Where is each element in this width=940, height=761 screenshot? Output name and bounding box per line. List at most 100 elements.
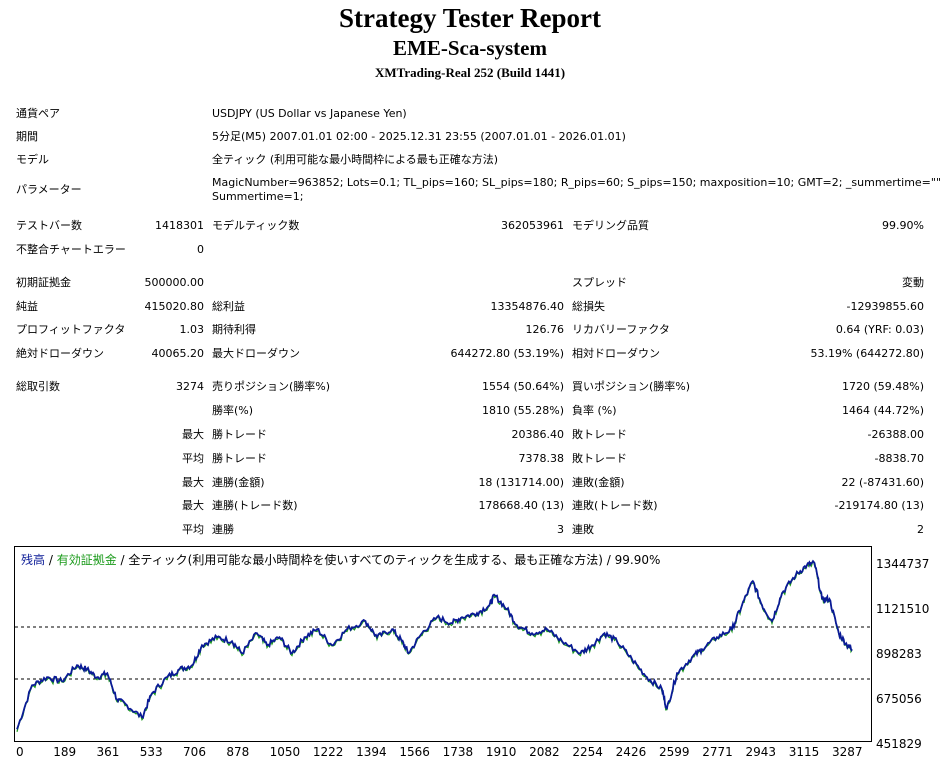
y-tick-label: 675056 <box>876 692 922 706</box>
y-tick-label: 451829 <box>876 737 922 751</box>
legend-equity: 有効証拠金 <box>56 553 117 567</box>
x-tick-label: 2599 <box>658 745 690 759</box>
legend-model: 全ティック(利用可能な最小時間枠を使いすべてのティックを生成する、最も正確な方法… <box>128 553 661 567</box>
chart-legend: 残高 / 有効証拠金 / 全ティック(利用可能な最小時間枠を使いすべてのティック… <box>21 551 661 568</box>
y-tick-label: 1344737 <box>876 557 930 571</box>
x-tick-label: 1050 <box>269 745 301 759</box>
x-tick-label: 2254 <box>572 745 603 759</box>
total-trades-label: 総取引数 <box>16 380 60 393</box>
expert-name: EME-Sca-system <box>393 36 547 60</box>
gross-profit-label: 総利益 <box>212 300 245 313</box>
x-tick-label: 3115 <box>788 745 820 759</box>
legend-balance: 残高 <box>21 553 46 567</box>
maximal-label: 最大 <box>182 499 204 512</box>
largest-profit-value: 20386.40 <box>511 428 565 441</box>
gross-loss-label: 総損失 <box>572 300 605 313</box>
short-positions-label: 売りポジション(勝率%) <box>212 380 331 393</box>
gross-profit-value: 13354876.40 <box>490 300 564 313</box>
symbol-label: 通貨ペア <box>16 107 60 120</box>
x-tick-label: 1222 <box>312 745 344 759</box>
spread-label: スプレッド <box>572 276 627 289</box>
ticks-value: 362053961 <box>501 219 564 232</box>
x-tick-label: 2082 <box>529 745 560 759</box>
spread-value: 変動 <box>902 276 924 289</box>
x-tick-label: 0 <box>16 745 24 759</box>
x-tick-label: 2771 <box>702 745 733 759</box>
loss-trades-label: 負率 (%) <box>572 404 617 417</box>
symbol-value: USDJPY (US Dollar vs Japanese Yen) <box>212 107 407 120</box>
largest-profit-label: 勝トレード <box>212 428 267 441</box>
net-profit-value: 415020.80 <box>144 300 205 313</box>
x-tick-label: 1910 <box>485 745 517 759</box>
max-consecutive-losses-value: 22 (-87431.60) <box>841 476 924 489</box>
x-tick-label: 2943 <box>745 745 777 759</box>
legend-separator: / <box>45 553 57 567</box>
parameters-value-line2: Summertime=1; <box>212 190 304 203</box>
loss-trades-value: 1464 (44.72%) <box>841 404 924 417</box>
absolute-drawdown-value: 40065.20 <box>151 347 205 360</box>
quality-value: 99.90% <box>882 219 924 232</box>
x-tick-label: 1566 <box>399 745 430 759</box>
balance-line <box>16 559 853 730</box>
max-consecutive-loss-value: -219174.80 (13) <box>834 499 924 512</box>
ticks-label: モデルティック数 <box>212 219 300 232</box>
largest-loss-label: 敗トレード <box>572 428 627 441</box>
profit-trades-value: 1810 (55.28%) <box>481 404 564 417</box>
average-consecutive-label: 平均 <box>182 523 204 536</box>
avg-consecutive-losses-value: 2 <box>917 523 924 536</box>
equity-line <box>16 560 853 732</box>
deposit-value: 500000.00 <box>144 276 205 289</box>
model-value: 全ティック (利用可能な最小時間枠による最も正確な方法) <box>212 153 499 166</box>
max-consecutive-wins-label: 連勝(金額) <box>212 476 265 489</box>
net-profit-label: 純益 <box>16 300 38 313</box>
largest-loss-value: -26388.00 <box>867 428 924 441</box>
bars-value: 1418301 <box>155 219 204 232</box>
relative-drawdown-label: 相対ドローダウン <box>572 347 660 360</box>
relative-drawdown-value: 53.19% (644272.80) <box>810 347 924 360</box>
mismatch-value: 0 <box>197 243 204 256</box>
average-loss-value: -8838.70 <box>874 452 924 465</box>
average-profit-label: 勝トレード <box>212 452 267 465</box>
long-positions-label: 買いポジション(勝率%) <box>572 380 691 393</box>
x-tick-label: 361 <box>96 745 120 759</box>
average-loss-label: 敗トレード <box>572 452 627 465</box>
x-tick-label: 1738 <box>442 745 474 759</box>
average-profit-value: 7378.38 <box>518 452 565 465</box>
server-info: XMTrading-Real 252 (Build 1441) <box>374 65 566 80</box>
profit-factor-value: 1.03 <box>179 323 205 336</box>
short-positions-value: 1554 (50.64%) <box>481 380 564 393</box>
x-tick-label: 533 <box>139 745 163 759</box>
max-consecutive-profit-label: 連勝(トレード数) <box>212 499 298 512</box>
largest-label: 最大 <box>182 428 204 441</box>
x-tick-label: 3287 <box>832 745 863 759</box>
grid-lines <box>15 626 871 680</box>
maximal-drawdown-value: 644272.80 (53.19%) <box>450 347 564 360</box>
average-label: 平均 <box>182 452 204 465</box>
period-value: 5分足(M5) 2007.01.01 02:00 - 2025.12.31 23… <box>212 130 626 143</box>
max-consecutive-profit-value: 178668.40 (13) <box>478 499 564 512</box>
model-label: モデル <box>16 153 49 166</box>
profit-factor-label: プロフィットファクタ <box>16 323 126 336</box>
max-consecutive-loss-label: 連敗(トレード数) <box>572 499 658 512</box>
y-tick-label: 898283 <box>876 647 922 661</box>
avg-consecutive-losses-label: 連敗 <box>572 523 594 536</box>
expected-payoff-label: 期待利得 <box>212 323 256 336</box>
bars-label: テストバー数 <box>16 219 82 232</box>
parameters-label: パラメーター <box>16 183 82 196</box>
recovery-factor-value: 0.64 (YRF: 0.03) <box>835 323 924 336</box>
x-tick-label: 2426 <box>615 745 647 759</box>
mismatch-label: 不整合チャートエラー <box>16 243 126 256</box>
recovery-factor-label: リカバリーファクタ <box>572 323 670 336</box>
max-consecutive-wins-value: 18 (131714.00) <box>478 476 564 489</box>
avg-consecutive-wins-value: 3 <box>557 523 564 536</box>
x-tick-label: 189 <box>53 745 77 759</box>
avg-consecutive-wins-label: 連勝 <box>212 523 234 536</box>
parameters-value: MagicNumber=963852; Lots=0.1; TL_pips=16… <box>212 176 940 189</box>
total-trades-value: 3274 <box>176 380 204 393</box>
period-label: 期間 <box>16 130 38 143</box>
max-consecutive-losses-label: 連敗(金額) <box>572 476 625 489</box>
legend-separator: / <box>116 553 129 567</box>
maximum-label: 最大 <box>182 476 204 489</box>
absolute-drawdown-label: 絶対ドローダウン <box>16 347 104 360</box>
report-title: Strategy Tester Report <box>339 3 601 33</box>
